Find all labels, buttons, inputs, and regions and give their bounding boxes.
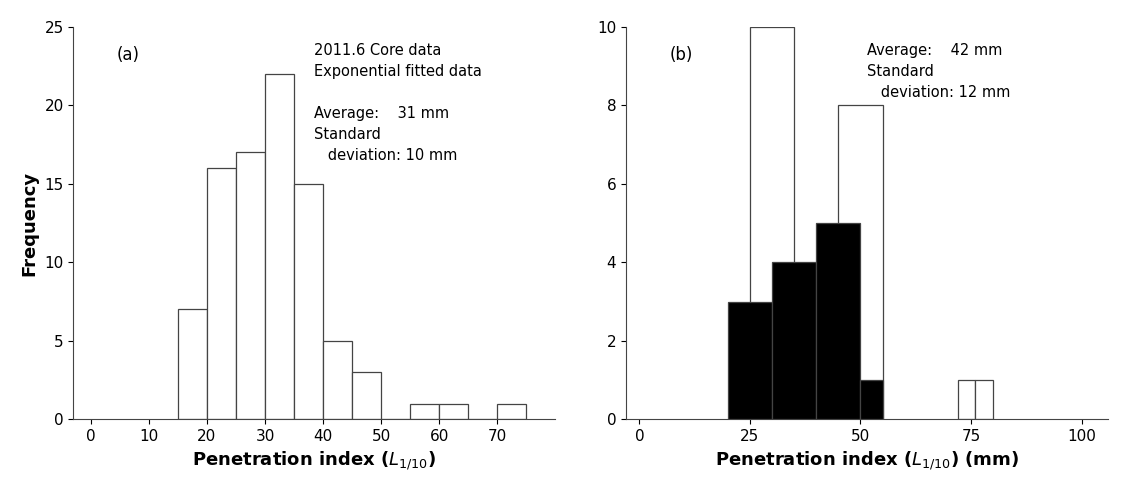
Text: (b): (b) xyxy=(669,46,693,65)
Bar xyxy=(265,74,294,419)
Bar xyxy=(207,168,236,419)
Bar xyxy=(410,404,439,419)
Bar xyxy=(975,380,994,419)
Bar xyxy=(772,262,816,419)
Bar xyxy=(728,302,772,419)
Bar xyxy=(294,184,323,419)
Text: Average:    42 mm
Standard
   deviation: 12 mm: Average: 42 mm Standard deviation: 12 mm xyxy=(867,42,1010,100)
X-axis label: Penetration index ($\mathit{L}_{1/10}$) (mm): Penetration index ($\mathit{L}_{1/10}$) … xyxy=(715,450,1019,472)
X-axis label: Penetration index ($\mathit{L}_{1/10}$): Penetration index ($\mathit{L}_{1/10}$) xyxy=(192,450,437,472)
Bar xyxy=(957,380,975,419)
Bar xyxy=(439,404,469,419)
Bar xyxy=(178,310,207,419)
Text: (a): (a) xyxy=(116,46,140,65)
Bar xyxy=(236,152,265,419)
Bar xyxy=(323,341,352,419)
Y-axis label: Frequency: Frequency xyxy=(20,171,38,276)
Bar xyxy=(498,404,526,419)
Bar xyxy=(352,372,382,419)
Bar xyxy=(860,380,883,419)
Bar xyxy=(750,27,794,419)
Bar xyxy=(816,223,860,419)
Bar xyxy=(839,106,883,419)
Text: 2011.6 Core data
Exponential fitted data

Average:    31 mm
Standard
   deviatio: 2011.6 Core data Exponential fitted data… xyxy=(314,42,482,163)
